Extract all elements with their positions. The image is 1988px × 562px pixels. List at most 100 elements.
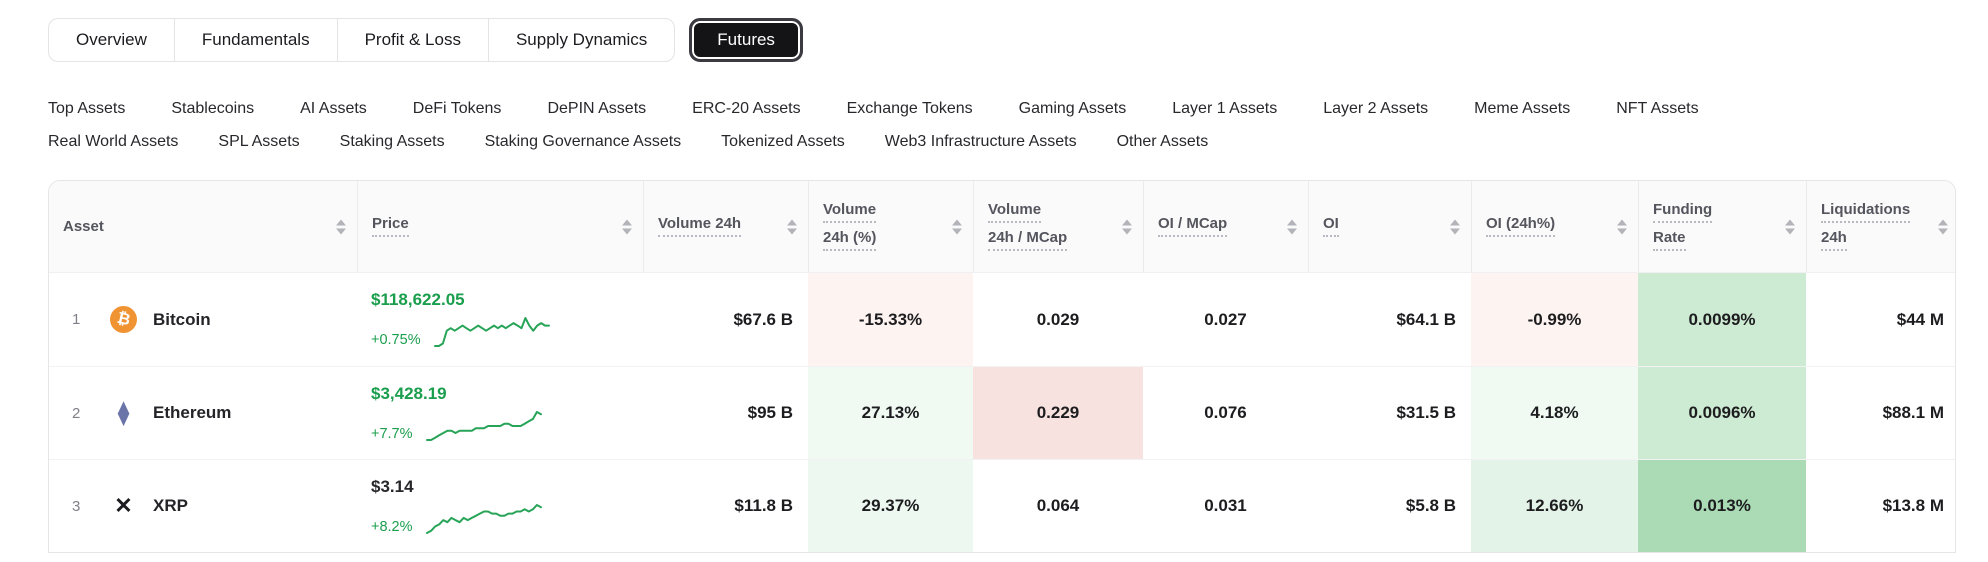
price-sparkline-chart bbox=[425, 409, 543, 443]
column-header-label: Price bbox=[372, 216, 409, 237]
rank-number: 2 bbox=[72, 404, 81, 422]
filter-layer-1-assets[interactable]: Layer 1 Assets bbox=[1172, 100, 1278, 117]
filter-nft-assets[interactable]: NFT Assets bbox=[1616, 100, 1699, 117]
cell-funding: 0.013% bbox=[1638, 460, 1806, 552]
sort-down-arrow-icon bbox=[336, 228, 346, 234]
column-header-label-wrap: OI (24h%) bbox=[1486, 216, 1556, 237]
cell-liq: $88.1 M bbox=[1806, 367, 1955, 459]
tab-fundamentals[interactable]: Fundamentals bbox=[173, 18, 338, 62]
cell-funding: 0.0099% bbox=[1638, 273, 1806, 366]
table-row-xrp[interactable]: 3 ✕ XRP $3.14 +8.2% $11.8 B 29.37% 0.064 0.031 $5… bbox=[49, 459, 1955, 552]
filter-gaming-assets[interactable]: Gaming Assets bbox=[1018, 100, 1127, 117]
column-header-label: Funding bbox=[1653, 202, 1713, 223]
column-header-label-wrap: Volume 24h bbox=[658, 216, 742, 237]
cell-oi_mcap: 0.027 bbox=[1143, 273, 1308, 366]
filter-staking-governance-assets[interactable]: Staking Governance Assets bbox=[484, 133, 682, 150]
sort-icon[interactable] bbox=[620, 217, 634, 236]
filter-ai-assets[interactable]: AI Assets bbox=[300, 100, 367, 117]
sort-icon[interactable] bbox=[1936, 217, 1950, 236]
cell-value: $31.5 B bbox=[1396, 403, 1456, 422]
cell-oi_24h: 12.66% bbox=[1471, 460, 1638, 552]
column-header-asset: Asset bbox=[49, 181, 357, 272]
sort-icon[interactable] bbox=[785, 217, 799, 236]
btc-coin-icon: ₿ bbox=[110, 306, 137, 333]
column-header-funding: Funding Rate bbox=[1638, 181, 1806, 272]
tab-profit-loss[interactable]: Profit & Loss bbox=[336, 18, 489, 62]
price-change-row: +0.75% bbox=[371, 315, 551, 349]
tab-overview[interactable]: Overview bbox=[48, 18, 175, 62]
cell-value: 29.37% bbox=[861, 496, 920, 515]
cell-oi_24h: -0.99% bbox=[1471, 273, 1638, 366]
futures-table: Asset Price Volume 24h Volume 24h (%) Volume 2… bbox=[48, 180, 1956, 553]
cell-oi_24h: 4.18% bbox=[1471, 367, 1638, 459]
column-header-label: OI (24h%) bbox=[1486, 216, 1556, 237]
filter-meme-assets[interactable]: Meme Assets bbox=[1474, 100, 1571, 117]
column-header-oi: OI bbox=[1308, 181, 1471, 272]
column-header-oi_24h: OI (24h%) bbox=[1471, 181, 1638, 272]
filter-stablecoins[interactable]: Stablecoins bbox=[171, 100, 255, 117]
sort-up-arrow-icon bbox=[1450, 219, 1460, 225]
sort-up-arrow-icon bbox=[1287, 219, 1297, 225]
filter-real-world-assets[interactable]: Real World Assets bbox=[48, 133, 179, 150]
cell-vol24h_mcap: 0.029 bbox=[973, 273, 1143, 366]
sort-down-arrow-icon bbox=[1938, 228, 1948, 234]
sort-icon[interactable] bbox=[950, 217, 964, 236]
tab-futures[interactable]: Futures bbox=[689, 18, 803, 62]
sort-icon[interactable] bbox=[1448, 217, 1462, 236]
filter-spl-assets[interactable]: SPL Assets bbox=[218, 133, 300, 150]
filter-top-assets[interactable]: Top Assets bbox=[48, 100, 126, 117]
table-body: 1 ₿ Bitcoin $118,622.05 +0.75% $67.6 B -15.33%… bbox=[49, 273, 1955, 552]
table-header-row: Asset Price Volume 24h Volume 24h (%) Volume 2… bbox=[49, 181, 1955, 273]
table-row-bitcoin[interactable]: 1 ₿ Bitcoin $118,622.05 +0.75% $67.6 B -15.33%… bbox=[49, 273, 1955, 366]
cell-price: $3.14 +8.2% bbox=[357, 460, 643, 552]
asset-name: XRP bbox=[153, 496, 188, 515]
filter-erc-20-assets[interactable]: ERC-20 Assets bbox=[692, 100, 801, 117]
filter-tokenized-assets[interactable]: Tokenized Assets bbox=[721, 133, 845, 150]
column-header-label-wrap: OI bbox=[1323, 216, 1339, 237]
sort-down-arrow-icon bbox=[622, 228, 632, 234]
price-block: $3.14 +8.2% bbox=[371, 477, 543, 536]
filter-web3-infrastructure-assets[interactable]: Web3 Infrastructure Assets bbox=[884, 133, 1077, 150]
filter-layer-2-assets[interactable]: Layer 2 Assets bbox=[1323, 100, 1429, 117]
coin-icon-glyph: ₿ bbox=[115, 309, 132, 329]
price-sparkline-chart bbox=[433, 315, 551, 349]
price-value: $3.14 bbox=[371, 476, 414, 496]
sort-icon[interactable] bbox=[1285, 217, 1299, 236]
column-header-liq: Liquidations 24h bbox=[1806, 181, 1955, 272]
tab-supply-dynamics[interactable]: Supply Dynamics bbox=[487, 18, 676, 62]
cell-liq: $13.8 M bbox=[1806, 460, 1955, 552]
sort-icon[interactable] bbox=[334, 217, 348, 236]
cell-oi_mcap: 0.031 bbox=[1143, 460, 1308, 552]
filter-defi-tokens[interactable]: DeFi Tokens bbox=[412, 100, 502, 117]
cell-vol24h: $95 B bbox=[643, 367, 808, 459]
filter-depin-assets[interactable]: DePIN Assets bbox=[547, 100, 647, 117]
column-header-label: Volume bbox=[823, 202, 877, 223]
sort-icon[interactable] bbox=[1783, 217, 1797, 236]
table-row-ethereum[interactable]: 2 ⧫ Ethereum $3,428.19 +7.7% $95 B 27.13% 0.229… bbox=[49, 366, 1955, 459]
cell-asset: 3 ✕ XRP bbox=[49, 460, 357, 552]
cell-oi: $64.1 B bbox=[1308, 273, 1471, 366]
sort-up-arrow-icon bbox=[622, 219, 632, 225]
futures-dashboard-page: Overview Fundamentals Profit & Loss Supply … bbox=[0, 18, 1988, 553]
filter-staking-assets[interactable]: Staking Assets bbox=[339, 133, 445, 150]
cell-value: $13.8 M bbox=[1882, 496, 1944, 515]
cell-vol24h_pct: 29.37% bbox=[808, 460, 973, 552]
column-header-label-wrap: Liquidations 24h bbox=[1821, 202, 1911, 251]
cell-price: $118,622.05 +0.75% bbox=[357, 273, 643, 366]
cell-value: $11.8 B bbox=[734, 496, 793, 515]
cell-asset: 1 ₿ Bitcoin bbox=[49, 273, 357, 366]
sort-icon[interactable] bbox=[1120, 217, 1134, 236]
column-header-label-wrap: Funding Rate bbox=[1653, 202, 1713, 251]
column-header-label-wrap: Volume 24h / MCap bbox=[988, 202, 1068, 251]
price-value: $3,428.19 bbox=[371, 383, 447, 403]
column-header-label: Asset bbox=[63, 217, 104, 235]
sort-down-arrow-icon bbox=[1122, 228, 1132, 234]
sort-icon[interactable] bbox=[1615, 217, 1629, 236]
filter-other-assets[interactable]: Other Assets bbox=[1116, 133, 1209, 150]
column-header-label: 24h bbox=[1821, 230, 1847, 251]
filter-row-1: Top Assets Stablecoins AI Assets DeFi Token… bbox=[48, 92, 1948, 125]
filter-exchange-tokens[interactable]: Exchange Tokens bbox=[846, 100, 973, 117]
asset-name: Bitcoin bbox=[153, 309, 211, 329]
asset-name: Ethereum bbox=[153, 403, 232, 422]
cell-oi: $5.8 B bbox=[1308, 460, 1471, 552]
